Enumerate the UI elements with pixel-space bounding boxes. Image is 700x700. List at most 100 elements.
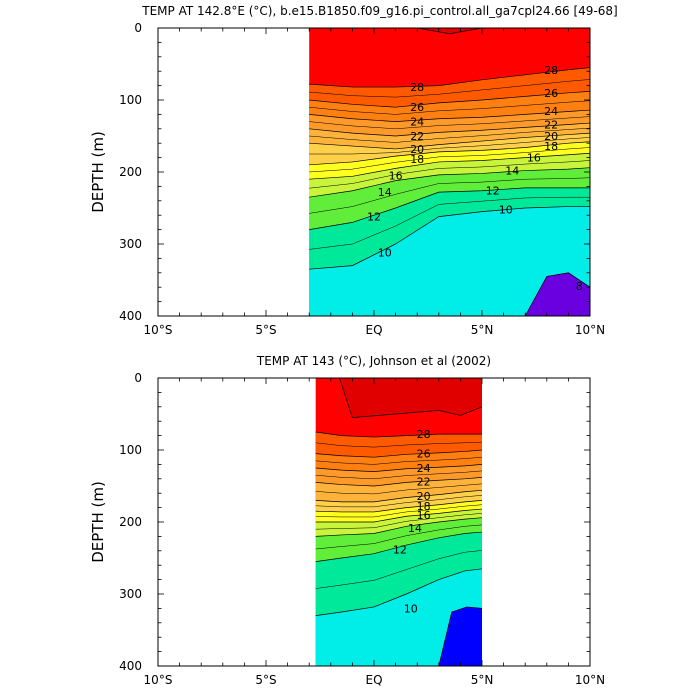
contour-label: 20 <box>417 490 431 503</box>
contour-line-minor <box>315 456 483 465</box>
y-tick-label: 200 <box>119 515 142 529</box>
contour-label: 20 <box>544 130 558 143</box>
contour-label: 22 <box>544 118 558 131</box>
contour-label: 14 <box>505 165 519 178</box>
y-tick-label: 400 <box>119 309 142 323</box>
contour-line-14 <box>315 517 483 537</box>
contour-line-minor <box>315 441 483 448</box>
contour-label: 28 <box>544 64 558 77</box>
chart-title: TEMP AT 143 (°C), Johnson et al (2002) <box>256 354 491 368</box>
contour-line-minor <box>315 483 483 495</box>
contour-line-minor <box>309 196 590 250</box>
contour-line-16 <box>315 508 483 523</box>
contour-line-minor <box>309 127 591 143</box>
x-tick-label: 10°S <box>144 673 173 687</box>
contour-line-12 <box>309 187 590 230</box>
contour-line-10 <box>309 206 590 270</box>
contour-line-26 <box>315 449 483 458</box>
contour-label: 12 <box>393 543 407 556</box>
contour-line-20 <box>309 132 591 150</box>
contour-line-minor <box>309 79 591 98</box>
chart-title: TEMP AT 142.8°E (°C), b.e15.B1850.f09_g1… <box>141 4 617 18</box>
contour-line-30 <box>417 27 483 35</box>
contour-line-18 <box>309 141 591 166</box>
contour-label: 18 <box>544 140 558 153</box>
contour-label: 22 <box>417 476 431 489</box>
y-tick-label: 0 <box>134 21 142 35</box>
contour-label: 8 <box>576 280 583 293</box>
contour-label: 10 <box>499 203 513 216</box>
x-tick-label: EQ <box>365 673 382 687</box>
band-below-10 <box>309 206 590 316</box>
contour-line-14 <box>309 167 591 198</box>
contour-label: 10 <box>404 602 418 615</box>
contour-line-minor <box>309 100 591 115</box>
contour-label: 16 <box>389 170 403 183</box>
x-tick-label: EQ <box>365 323 382 337</box>
contour-label: 28 <box>417 428 431 441</box>
contour-line-30 <box>339 377 483 418</box>
contour-line-minor <box>315 513 483 530</box>
contour-line-12 <box>315 531 483 562</box>
contour-line-22 <box>309 122 591 137</box>
contour-line-minor <box>315 495 483 508</box>
contour-line-28 <box>315 431 482 438</box>
y-tick-label: 100 <box>119 93 142 107</box>
contour-line-24 <box>309 109 591 122</box>
contour-label: 16 <box>417 509 431 522</box>
contour-line-minor <box>315 470 483 480</box>
y-tick-label: 300 <box>119 237 142 251</box>
x-tick-label: 10°S <box>144 323 173 337</box>
contour-label: 24 <box>544 105 558 118</box>
contour-line-20 <box>315 489 483 503</box>
x-tick-label: 5°N <box>471 323 494 337</box>
band-cold-core <box>525 272 590 316</box>
x-tick-label: 5°S <box>255 323 276 337</box>
contour-line-minor <box>309 137 591 155</box>
contour-label: 26 <box>544 87 558 100</box>
x-tick-label: 10°N <box>575 673 605 687</box>
y-tick-label: 200 <box>119 165 142 179</box>
contour-line-minor <box>309 160 591 189</box>
contour-line-minor <box>309 177 591 214</box>
panel-model: 2828262624242222202018181616141412121010… <box>89 4 618 337</box>
contour-line-24 <box>315 464 483 472</box>
contour-label: 18 <box>417 500 431 513</box>
contour-label: 28 <box>410 81 424 94</box>
contour-line-minor <box>309 116 591 130</box>
contour-line-8 <box>438 606 483 667</box>
contour-label: 16 <box>527 152 541 165</box>
contour-line-minor <box>309 147 591 173</box>
contour-line-minor <box>315 524 483 550</box>
x-tick-label: 5°S <box>255 673 276 687</box>
contour-label: 10 <box>378 247 392 260</box>
contour-label: 24 <box>417 462 431 475</box>
contour-line-26 <box>309 91 591 108</box>
x-tick-label: 5°N <box>471 673 494 687</box>
contour-line-28 <box>309 67 591 88</box>
y-tick-label: 400 <box>119 659 142 673</box>
contour-line-minor <box>315 550 483 589</box>
contour-label: 20 <box>410 143 424 156</box>
contour-label: 22 <box>410 130 424 143</box>
contour-line-8 <box>524 272 591 317</box>
y-tick-label: 300 <box>119 587 142 601</box>
contour-line-22 <box>315 477 483 487</box>
contour-label: 26 <box>410 101 424 114</box>
contour-line-16 <box>309 152 591 180</box>
contour-line-minor <box>315 504 483 518</box>
contour-label: 14 <box>378 186 392 199</box>
y-tick-label: 100 <box>119 443 142 457</box>
contour-label: 14 <box>408 522 422 535</box>
x-tick-label: 10°N <box>575 323 605 337</box>
band-warm-pool <box>417 28 482 34</box>
contour-line-10 <box>315 568 483 616</box>
y-axis-label: DEPTH (m) <box>89 481 107 563</box>
contour-label: 26 <box>417 448 431 461</box>
contour-label: 24 <box>410 116 424 129</box>
y-tick-label: 0 <box>134 371 142 385</box>
contour-line-18 <box>315 500 483 513</box>
y-axis-label: DEPTH (m) <box>89 131 107 213</box>
